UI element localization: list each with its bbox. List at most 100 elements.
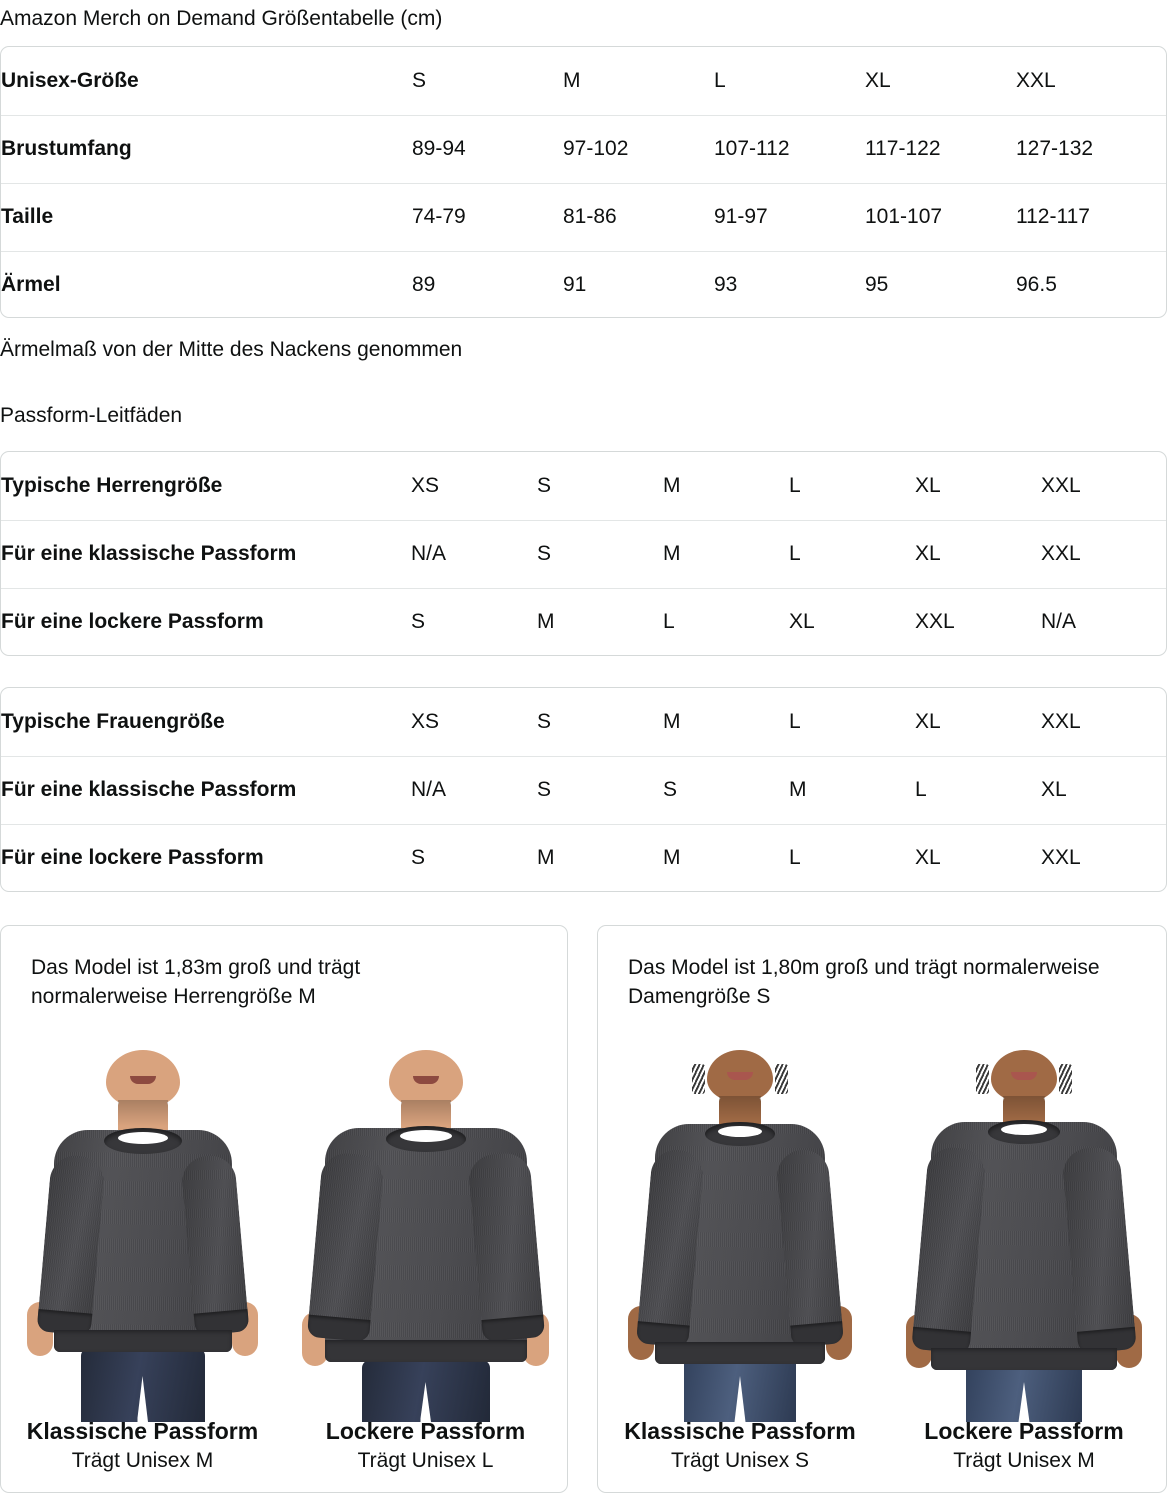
sweatshirt-body bbox=[36, 1128, 249, 1352]
cell-value: XL bbox=[915, 709, 941, 733]
table-row: Für eine lockere Passform S M L XL XXL N… bbox=[1, 587, 1166, 655]
sweatshirt-body bbox=[636, 1122, 844, 1364]
sweatshirt-sleeve-right bbox=[179, 1153, 249, 1336]
row-label: Unisex-Größe bbox=[1, 68, 139, 92]
sweatshirt-body bbox=[306, 1126, 545, 1362]
cell-value: 107-112 bbox=[714, 114, 865, 183]
table-row: Für eine lockere Passform S M M L XL XXL bbox=[1, 823, 1166, 891]
cell-value: 74-79 bbox=[412, 182, 563, 251]
cell-value: XXL bbox=[1041, 473, 1081, 497]
model-photo-loose-woman bbox=[882, 1050, 1166, 1422]
fit-name: Lockere Passform bbox=[924, 1418, 1124, 1444]
row-label: Für eine lockere Passform bbox=[1, 823, 411, 891]
cell-value: M bbox=[537, 823, 663, 891]
model-photo-classic-man bbox=[1, 1050, 284, 1422]
row-label: Für eine lockere Passform bbox=[1, 587, 411, 655]
model-loose-fit-man bbox=[284, 1022, 567, 1422]
cell-value: M bbox=[663, 709, 681, 733]
model-label-loose: Lockere Passform Trägt Unisex M bbox=[882, 1416, 1166, 1476]
cell-value: 89-94 bbox=[412, 114, 563, 183]
cell-value: XL bbox=[789, 587, 915, 655]
cell-value: N/A bbox=[411, 755, 537, 824]
cell-value: M bbox=[563, 68, 581, 92]
men-models-row bbox=[1, 1022, 567, 1422]
cell-value: N/A bbox=[1041, 587, 1166, 655]
men-fit-table: Typische Herrengröße XS S M L XL XXL Für… bbox=[1, 452, 1166, 655]
sweatshirt-hem bbox=[655, 1342, 825, 1364]
cell-value: S bbox=[537, 709, 552, 733]
cell-value: L bbox=[789, 473, 801, 497]
model-mouth bbox=[129, 1076, 156, 1084]
cell-value: XL bbox=[915, 473, 941, 497]
jeans-leg-gap bbox=[734, 1376, 746, 1422]
model-mouth bbox=[1011, 1072, 1037, 1080]
sweatshirt-sleeve-left bbox=[36, 1153, 106, 1336]
cell-value: M bbox=[537, 587, 663, 655]
cell-value: S bbox=[537, 519, 663, 588]
model-head bbox=[105, 1050, 180, 1108]
fit-wears: Trägt Unisex S bbox=[670, 1449, 810, 1472]
table-row: Für eine klassische Passform N/A S M L X… bbox=[1, 519, 1166, 588]
cell-value: L bbox=[714, 68, 726, 92]
cell-value: S bbox=[537, 473, 552, 497]
collar-inner bbox=[117, 1132, 168, 1144]
page-title: Amazon Merch on Demand Größentabelle (cm… bbox=[0, 7, 443, 30]
cell-value: L bbox=[789, 823, 915, 891]
cell-value: 112-117 bbox=[1016, 182, 1166, 251]
model-label-loose: Lockere Passform Trägt Unisex L bbox=[284, 1416, 567, 1476]
jeans-leg-gap bbox=[420, 1382, 431, 1422]
model-loose-fit-woman bbox=[882, 1022, 1166, 1422]
fit-name: Klassische Passform bbox=[26, 1418, 259, 1444]
cell-value: 97-102 bbox=[563, 114, 714, 183]
model-label-classic: Klassische Passform Trägt Unisex M bbox=[1, 1416, 284, 1476]
cell-value: L bbox=[915, 755, 1041, 824]
cell-value: S bbox=[411, 823, 537, 891]
cell-value: L bbox=[663, 587, 789, 655]
fit-guides-heading: Passform-Leitfäden bbox=[0, 404, 183, 427]
model-head bbox=[991, 1050, 1057, 1102]
cell-value: XS bbox=[411, 473, 440, 497]
table-row: Typische Frauengröße XS S M L XL XXL bbox=[1, 688, 1166, 756]
row-label: Brustumfang bbox=[1, 114, 412, 183]
table-row: Ärmel 89 91 93 95 96.5 bbox=[1, 250, 1166, 317]
cell-value: N/A bbox=[411, 519, 537, 588]
jeans-leg-gap bbox=[1018, 1382, 1030, 1422]
collar-inner bbox=[1001, 1124, 1047, 1135]
collar-inner bbox=[718, 1126, 762, 1137]
cell-value: 91-97 bbox=[714, 182, 865, 251]
cell-value: XXL bbox=[915, 587, 1041, 655]
men-model-height-note: Das Model ist 1,83m groß und trägt norma… bbox=[31, 956, 361, 1008]
cell-value: XL bbox=[915, 823, 1041, 891]
table-row: Brustumfang 89-94 97-102 107-112 117-122… bbox=[1, 114, 1166, 183]
sweatshirt-sleeve-right bbox=[466, 1151, 545, 1342]
row-label: Für eine klassische Passform bbox=[1, 755, 411, 824]
measurements-table: Unisex-Größe S M L XL XXL Brustumfang 89… bbox=[1, 47, 1166, 317]
jeans-leg-gap bbox=[137, 1376, 148, 1422]
sweatshirt-sleeve-left bbox=[306, 1151, 385, 1342]
women-fit-table-card: Typische Frauengröße XS S M L XL XXL Für… bbox=[0, 687, 1167, 892]
cell-value: 95 bbox=[865, 250, 1016, 317]
collar-inner bbox=[399, 1130, 452, 1142]
women-models-row bbox=[598, 1022, 1166, 1422]
fit-name: Lockere Passform bbox=[325, 1418, 526, 1444]
measurements-table-card: Unisex-Größe S M L XL XXL Brustumfang 89… bbox=[0, 46, 1167, 318]
cell-value: 101-107 bbox=[865, 182, 1016, 251]
cell-value: XXL bbox=[1041, 519, 1166, 588]
men-model-labels: Klassische Passform Trägt Unisex M Locke… bbox=[1, 1416, 567, 1476]
cell-value: XXL bbox=[1016, 68, 1056, 92]
model-label-classic: Klassische Passform Trägt Unisex S bbox=[598, 1416, 882, 1476]
row-label: Für eine klassische Passform bbox=[1, 519, 411, 588]
sweatshirt-hem bbox=[324, 1340, 527, 1362]
model-photo-loose-man bbox=[284, 1050, 567, 1422]
cell-value: 93 bbox=[714, 250, 865, 317]
cell-value: M bbox=[663, 823, 789, 891]
model-classic-fit-man bbox=[1, 1022, 284, 1422]
earring-right bbox=[1059, 1064, 1072, 1094]
women-model-height-note: Das Model ist 1,80m groß und trägt norma… bbox=[628, 956, 1100, 1008]
earring-left bbox=[976, 1064, 989, 1094]
cell-value: L bbox=[789, 519, 915, 588]
fit-wears: Trägt Unisex M bbox=[953, 1449, 1095, 1472]
model-photo-classic-woman bbox=[598, 1050, 882, 1422]
model-mouth bbox=[727, 1072, 753, 1080]
